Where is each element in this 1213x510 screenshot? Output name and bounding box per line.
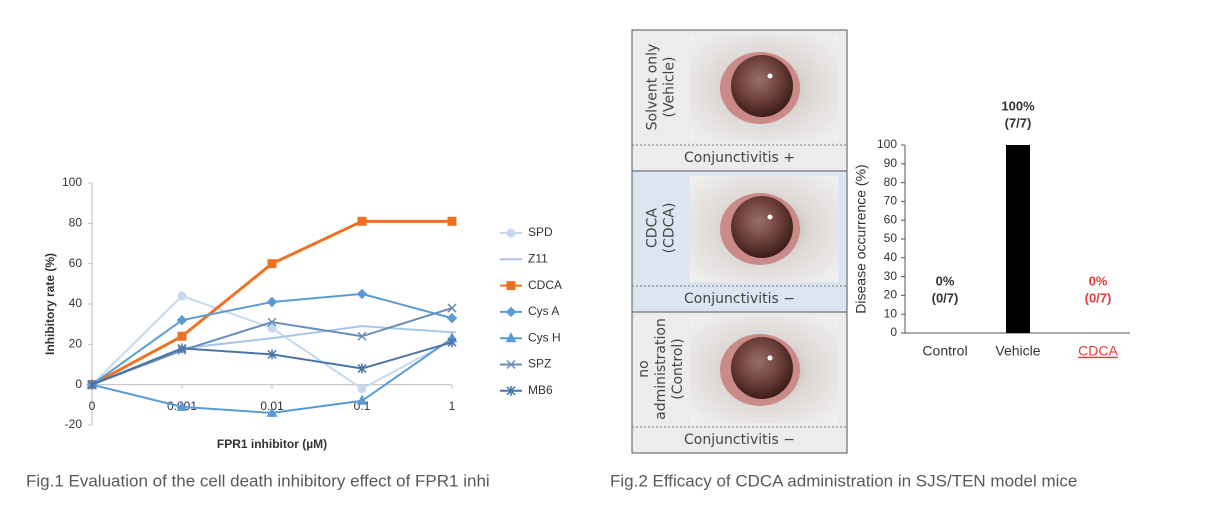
point — [266, 296, 278, 308]
eye-glint — [767, 73, 773, 79]
point — [447, 303, 457, 313]
legend-marker — [506, 228, 516, 238]
x-tick-label: CDCA — [1078, 343, 1118, 359]
panel-label: no — [636, 360, 652, 377]
point — [447, 216, 457, 226]
y-tick-label: 30 — [884, 269, 898, 283]
value-label: 0% — [936, 273, 955, 288]
panel-label: (Vehicle) — [662, 57, 678, 118]
caption: Fig.2 Efficacy of CDCA administration in… — [610, 471, 1077, 490]
photo-panels: Conjunctivitis + Solvent only (Vehicle) Con… — [631, 29, 848, 454]
series — [87, 337, 457, 390]
x-axis-label: FPR1 inhibitor (µM) — [217, 437, 327, 451]
panel-result: Conjunctivitis − — [684, 291, 795, 307]
value-label: 100% — [1001, 98, 1035, 113]
y-tick-label: 10 — [884, 306, 898, 320]
point — [357, 363, 367, 374]
point — [267, 259, 277, 269]
y-tick-label: 0 — [890, 325, 897, 339]
point — [357, 216, 367, 226]
legend-marker — [506, 359, 516, 370]
legend-label: SPZ — [528, 357, 551, 371]
point — [447, 337, 457, 348]
point — [356, 288, 368, 300]
line — [91, 292, 453, 386]
y-tick-label: 50 — [884, 231, 898, 245]
panel-label: CDCA — [645, 208, 661, 248]
panel-label: (CDCA) — [662, 203, 678, 254]
point — [267, 349, 277, 360]
x-tick-label: Control — [922, 343, 967, 359]
eye-glint — [767, 355, 773, 361]
line — [91, 341, 453, 386]
y-tick-label: 60 — [884, 212, 898, 226]
point — [177, 331, 187, 341]
x-tick-label: 0 — [89, 399, 96, 413]
y-tick-label: 20 — [69, 337, 83, 351]
point — [357, 331, 367, 341]
legend-label: MB6 — [528, 383, 553, 397]
y-axis-label: Disease occurrence (%) — [853, 164, 869, 313]
y-tick-label: 40 — [884, 250, 898, 264]
legend-label: CDCA — [528, 278, 562, 292]
point — [267, 317, 277, 327]
caption: Fig.1 Evaluation of the cell death inhib… — [26, 471, 490, 490]
point — [177, 291, 187, 301]
legend-marker — [506, 281, 516, 291]
count-label: (0/7) — [1085, 290, 1112, 305]
legend-label: Z11 — [528, 251, 548, 265]
panel-result: Conjunctivitis + — [684, 150, 795, 166]
y-tick-label: 80 — [884, 175, 898, 189]
x-tick-label: 0.01 — [260, 399, 284, 413]
point — [176, 314, 188, 326]
series — [87, 303, 457, 390]
panel-label: Solvent only — [645, 44, 661, 131]
point — [356, 394, 368, 405]
point — [357, 384, 367, 394]
x-tick-label: 1 — [449, 399, 456, 413]
panel-result: Conjunctivitis − — [684, 432, 795, 448]
y-tick-label: 60 — [69, 256, 83, 270]
series — [87, 216, 457, 390]
y-tick-label: 80 — [69, 216, 83, 230]
y-tick-label: 70 — [884, 194, 898, 208]
legend-marker — [505, 306, 517, 318]
point — [177, 343, 187, 354]
y-tick-label: 40 — [69, 296, 83, 310]
y-tick-label: 20 — [884, 288, 898, 302]
eye — [731, 337, 793, 399]
legend-label: Cys H — [528, 330, 561, 344]
point — [87, 379, 97, 390]
y-tick-label: 100 — [877, 137, 897, 151]
panel-label: (Control) — [670, 338, 686, 400]
eye-glint — [767, 214, 773, 220]
eye — [731, 55, 793, 117]
count-label: (0/7) — [932, 290, 959, 305]
legend-label: Cys A — [528, 304, 559, 318]
y-tick-label: 90 — [884, 156, 898, 170]
point — [266, 406, 278, 417]
x-tick-label: Vehicle — [995, 343, 1040, 359]
y-tick-label: -20 — [65, 417, 83, 431]
y-tick-label: 0 — [75, 377, 82, 391]
bar — [1006, 145, 1030, 333]
legend-marker — [506, 385, 516, 396]
eye — [731, 196, 793, 258]
y-tick-label: 100 — [62, 175, 82, 189]
point — [267, 323, 277, 333]
point — [446, 312, 458, 324]
legend-label: SPD — [528, 225, 553, 239]
count-label: (7/7) — [1005, 115, 1032, 130]
value-label: 0% — [1089, 273, 1108, 288]
legend-marker — [505, 332, 517, 343]
y-axis-label: Inhibitory rate (%) — [43, 253, 57, 355]
point — [176, 400, 188, 411]
panel-label: administration — [653, 318, 669, 420]
